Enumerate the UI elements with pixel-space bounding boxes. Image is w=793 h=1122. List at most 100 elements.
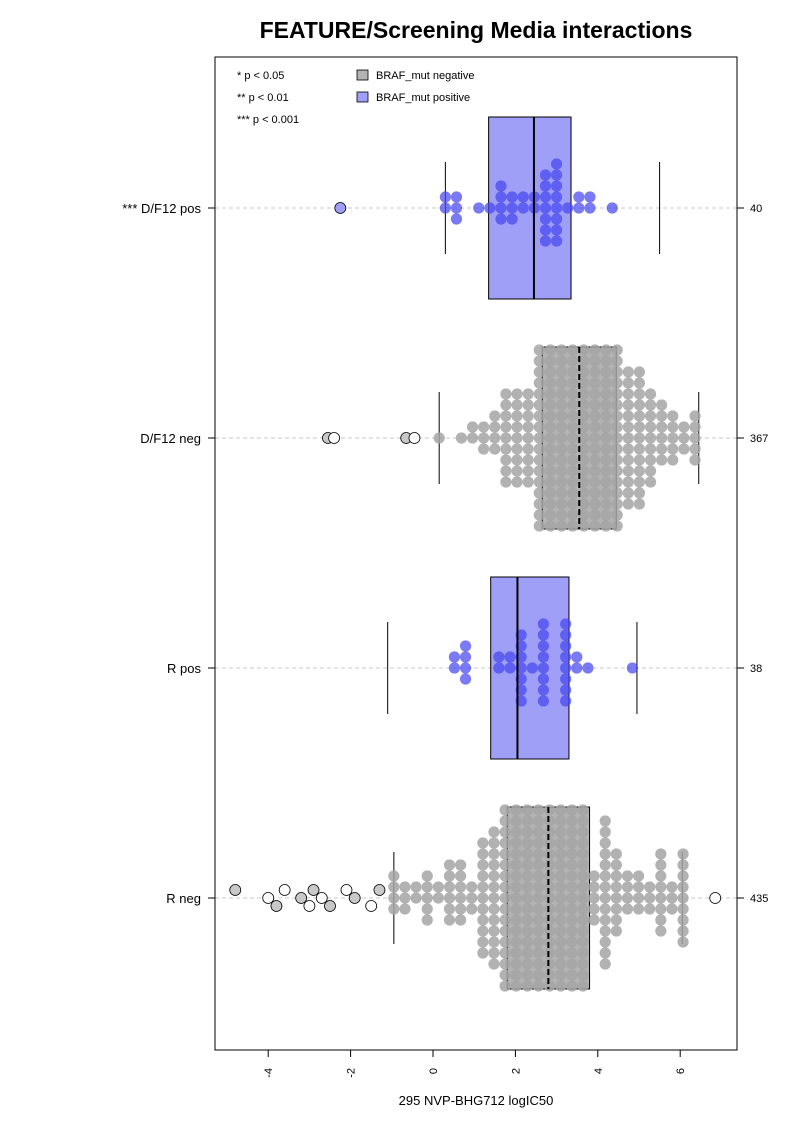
data-point xyxy=(522,421,534,433)
data-point xyxy=(544,410,557,422)
data-point xyxy=(599,859,611,871)
data-point xyxy=(589,366,601,378)
data-point xyxy=(526,662,538,674)
data-point xyxy=(567,432,579,444)
data-point xyxy=(555,399,568,411)
data-point xyxy=(656,432,668,444)
data-point xyxy=(677,848,689,860)
data-point xyxy=(532,837,545,849)
data-point xyxy=(555,958,567,970)
data-point xyxy=(555,454,568,466)
data-point xyxy=(611,344,623,356)
data-point xyxy=(622,487,634,499)
data-point xyxy=(600,509,612,521)
data-point xyxy=(600,388,612,400)
data-point xyxy=(567,388,579,400)
data-point xyxy=(611,399,623,411)
data-point xyxy=(644,881,656,893)
data-point xyxy=(522,410,534,422)
data-point xyxy=(533,344,545,356)
data-point xyxy=(500,443,512,455)
data-point xyxy=(600,377,612,389)
data-point xyxy=(644,443,657,455)
data-point xyxy=(466,881,478,893)
data-point xyxy=(567,443,579,455)
outlier-point xyxy=(324,900,336,912)
data-point xyxy=(589,520,601,532)
data-point xyxy=(539,202,552,214)
data-point xyxy=(544,399,557,411)
data-point xyxy=(544,454,557,466)
data-point xyxy=(655,914,667,926)
data-point xyxy=(589,432,601,444)
data-point xyxy=(511,432,523,444)
data-point xyxy=(622,410,634,422)
data-point xyxy=(495,191,507,203)
data-point xyxy=(599,826,611,838)
data-point xyxy=(510,892,522,904)
data-point xyxy=(677,914,689,926)
data-point xyxy=(477,925,489,937)
data-point xyxy=(539,213,552,225)
data-point xyxy=(499,859,511,871)
data-point xyxy=(655,881,667,893)
data-point xyxy=(644,465,657,477)
data-point xyxy=(532,804,545,816)
data-point xyxy=(633,498,646,510)
data-point xyxy=(566,837,578,849)
data-point xyxy=(578,520,590,532)
data-point xyxy=(544,366,557,378)
data-point xyxy=(600,399,612,411)
data-point xyxy=(473,202,485,214)
data-point xyxy=(532,859,545,871)
data-point xyxy=(578,443,590,455)
data-point xyxy=(560,684,572,696)
outlier-point xyxy=(408,432,421,444)
data-point xyxy=(600,520,612,532)
data-point xyxy=(633,487,646,499)
data-point xyxy=(656,421,668,433)
data-point xyxy=(622,366,634,378)
data-point xyxy=(443,859,456,871)
data-point xyxy=(450,202,463,214)
data-point xyxy=(521,936,533,948)
data-point xyxy=(455,914,467,926)
outlier-point xyxy=(315,892,328,904)
data-point xyxy=(533,377,545,389)
data-point xyxy=(533,454,545,466)
data-point xyxy=(543,914,556,926)
data-point xyxy=(621,892,634,904)
data-point xyxy=(571,662,583,674)
data-point xyxy=(611,377,623,389)
data-point xyxy=(599,914,611,926)
data-point xyxy=(600,410,612,422)
data-point xyxy=(500,432,512,444)
data-point xyxy=(577,980,589,992)
data-point xyxy=(610,848,622,860)
data-point xyxy=(500,476,512,488)
data-point xyxy=(611,498,623,510)
data-point xyxy=(532,969,545,981)
data-point xyxy=(466,892,478,904)
data-point xyxy=(499,892,511,904)
data-point xyxy=(537,629,550,641)
data-point xyxy=(560,673,572,685)
data-point xyxy=(644,892,656,904)
data-point xyxy=(566,870,578,882)
data-point xyxy=(555,804,567,816)
data-point xyxy=(577,881,589,893)
data-point xyxy=(493,651,505,663)
data-point xyxy=(399,903,411,915)
data-point xyxy=(511,399,523,411)
data-point xyxy=(600,487,612,499)
data-point xyxy=(578,454,590,466)
data-point xyxy=(532,848,545,860)
group-count: 435 xyxy=(750,893,768,905)
data-point xyxy=(511,476,523,488)
data-point xyxy=(499,881,511,893)
group-count: 367 xyxy=(750,433,768,445)
data-point xyxy=(488,903,500,915)
data-point xyxy=(510,914,522,926)
data-point xyxy=(611,388,623,400)
data-point xyxy=(521,804,533,816)
